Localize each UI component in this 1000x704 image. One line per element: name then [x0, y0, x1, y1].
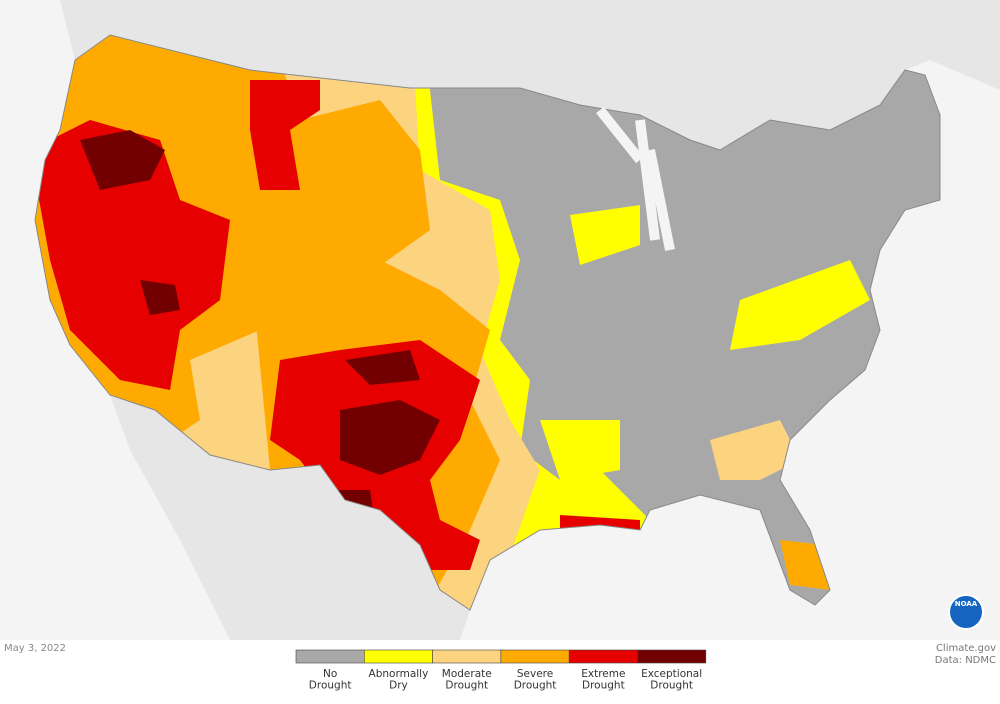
legend-label: Abnormally: [369, 668, 429, 680]
legend-label: Exceptional: [641, 668, 702, 680]
mexico: [110, 395, 470, 640]
date: May 3, 2022: [4, 643, 66, 654]
legend-swatch: [568, 649, 638, 664]
logo-text: NOAA: [955, 600, 978, 608]
legend-label: Drought: [309, 680, 352, 692]
legend-label: No: [323, 668, 337, 680]
legend-swatch: [363, 649, 433, 664]
legend-swatch: [432, 649, 502, 664]
us-outline: [34, 34, 941, 611]
legend-label: Drought: [650, 680, 693, 692]
legend-swatch: [500, 649, 570, 664]
legend-label: Extreme: [581, 668, 625, 680]
credit: Climate.gov: [936, 643, 996, 654]
canada: [0, 0, 1000, 150]
great-lakes: [596, 106, 675, 251]
legend-label: Moderate: [442, 668, 492, 680]
legend: NoDroughtAbnormallyDryModerateDroughtSev…: [295, 649, 707, 692]
legend-label: Drought: [445, 680, 488, 692]
legend-swatch: [637, 649, 707, 664]
legend-label: Dry: [389, 680, 408, 692]
legend-swatch: [295, 649, 365, 664]
credit: Data: NDMC: [935, 655, 996, 666]
legend-label: Drought: [514, 680, 557, 692]
footer: [0, 640, 1000, 704]
legend-label: Severe: [517, 668, 553, 680]
legend-label: Drought: [582, 680, 625, 692]
noaa-logo: [948, 594, 984, 630]
